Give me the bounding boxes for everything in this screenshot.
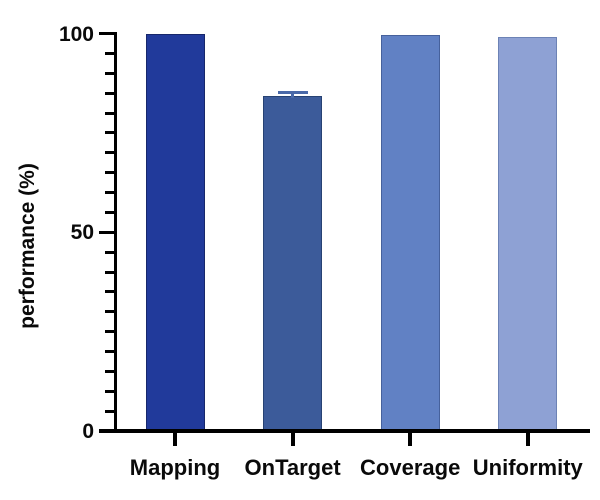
x-tick	[525, 433, 530, 446]
y-major-tick	[99, 429, 114, 433]
y-minor-tick	[105, 290, 114, 294]
bar-ontarget	[263, 95, 323, 431]
y-minor-tick	[105, 71, 114, 75]
y-minor-tick	[105, 350, 114, 353]
y-tick-label: 50	[70, 221, 94, 245]
error-bar-stem	[291, 91, 294, 99]
y-minor-tick	[105, 51, 114, 55]
x-axis-label-ontarget: OnTarget	[244, 455, 341, 480]
bar-coverage	[380, 35, 440, 431]
y-tick-label: 0	[82, 420, 94, 443]
y-axis-line	[114, 32, 117, 433]
y-minor-tick	[105, 330, 114, 334]
bar-uniformity	[498, 37, 558, 431]
y-minor-tick	[105, 131, 114, 135]
y-minor-tick	[105, 171, 114, 175]
y-minor-tick	[105, 111, 114, 115]
y-minor-tick	[105, 369, 114, 373]
y-minor-tick	[105, 310, 114, 314]
y-minor-tick	[105, 91, 114, 95]
x-axis-label-uniformity: Uniformity	[472, 455, 583, 480]
y-minor-tick	[105, 409, 114, 413]
x-tick	[173, 433, 177, 446]
x-axis-line	[113, 429, 590, 433]
y-minor-tick	[105, 389, 114, 393]
y-major-tick	[99, 31, 114, 36]
y-minor-tick	[105, 151, 114, 155]
x-tick	[408, 433, 413, 446]
y-axis-title: performance (%)	[16, 163, 39, 329]
x-axis-label-mapping: Mapping	[129, 455, 221, 480]
y-minor-tick	[105, 270, 114, 274]
y-minor-tick	[105, 250, 114, 254]
x-tick	[290, 433, 295, 446]
x-axis-label-coverage: Coverage	[360, 455, 461, 480]
bar-mapping	[145, 33, 205, 431]
y-tick-label: 100	[58, 22, 94, 46]
y-minor-tick	[105, 191, 114, 194]
y-major-tick	[99, 230, 114, 234]
y-minor-tick	[105, 210, 114, 214]
